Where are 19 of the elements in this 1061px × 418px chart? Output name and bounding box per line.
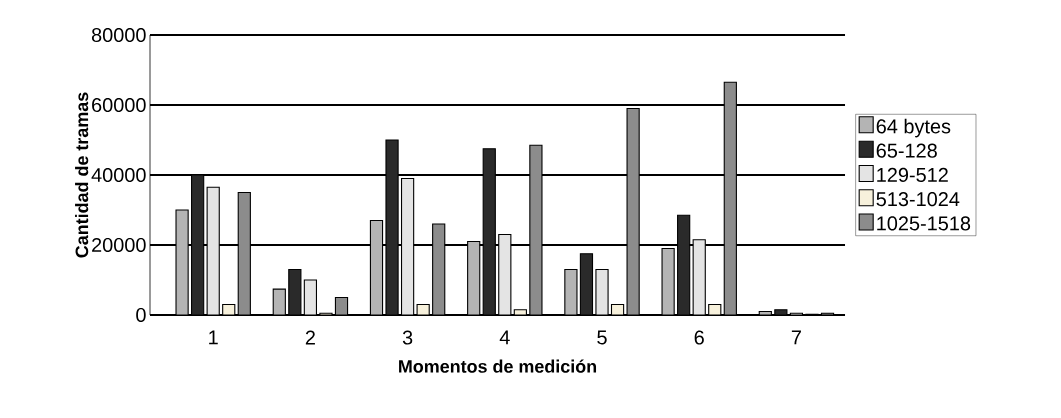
x-axis-title: Momentos de medición: [399, 359, 597, 373]
y-tick-label: 20000: [92, 237, 146, 253]
y-axis-title: Cantidad de tramas: [75, 92, 89, 258]
x-tick-label: 5: [597, 330, 607, 345]
x-tick-label: 6: [694, 330, 704, 345]
x-tick-label: 2: [305, 330, 315, 345]
y-tick-label: 60000: [92, 97, 146, 113]
x-tick-label: 7: [791, 330, 801, 345]
legend-label: 513-1024: [876, 192, 960, 207]
y-tick-label: 80000: [91, 27, 146, 43]
legend-label: 64 bytes: [876, 118, 951, 138]
legend-label: 1025-1518: [877, 216, 971, 231]
x-tick-label: 4: [499, 330, 510, 345]
y-tick-label: 40000: [91, 167, 146, 183]
legend-label: 65-128: [876, 143, 937, 158]
x-tick-label: 1: [209, 330, 218, 345]
x-tick-label: 3: [402, 330, 413, 345]
y-tick-label: 0: [136, 307, 146, 323]
legend-label: 129-512: [877, 167, 948, 182]
